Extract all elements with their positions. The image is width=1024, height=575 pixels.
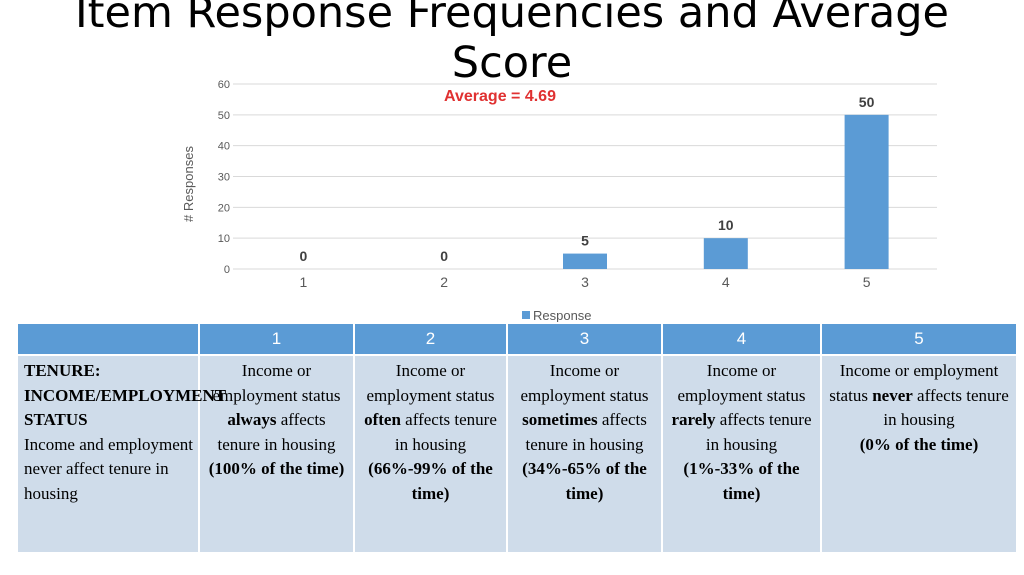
data-label: 50 xyxy=(859,94,875,110)
legend-swatch xyxy=(522,311,530,319)
y-tick-label: 30 xyxy=(218,172,230,184)
x-tick-labels: 1 2 3 4 5 xyxy=(300,274,871,290)
cell-text: Income or employment status xyxy=(520,361,649,405)
y-tick-label: 50 xyxy=(218,110,230,122)
cell-text-end: affects tenure in housing xyxy=(217,410,336,454)
cell-text-end: affects tenure in housing xyxy=(883,385,1009,430)
data-label: 0 xyxy=(440,248,448,264)
cell-percentage: (100% of the time) xyxy=(208,459,345,478)
y-tick-label: 40 xyxy=(218,141,230,153)
y-tick-label: 60 xyxy=(218,79,230,91)
table-header-3: 3 xyxy=(506,322,663,356)
cell-text-end: affects tenure in housing xyxy=(525,410,647,454)
table-header-5: 5 xyxy=(820,322,1018,356)
x-tick-label: 2 xyxy=(440,274,448,290)
average-annotation: Average = 4.69 xyxy=(444,88,556,105)
x-tick-label: 3 xyxy=(581,274,589,290)
y-tick-label: 10 xyxy=(218,233,230,245)
table-header-1: 1 xyxy=(198,322,355,356)
cell-keyword: often xyxy=(364,410,401,429)
x-tick-label: 1 xyxy=(300,274,308,290)
bars xyxy=(563,114,889,269)
cell-keyword: always xyxy=(227,410,277,429)
scale-cell-4: Income or employment status rarely affec… xyxy=(661,354,822,554)
table-header-row: 1 2 3 4 5 xyxy=(16,322,1018,356)
cell-keyword: sometimes xyxy=(522,410,598,429)
table-header-4: 4 xyxy=(661,322,822,356)
cell-text: Income or employment status xyxy=(212,361,341,405)
data-labels: 0 0 5 10 50 xyxy=(300,94,875,264)
scale-cell-2: Income or employment status often affect… xyxy=(353,354,508,554)
legend-label: Response xyxy=(533,308,592,323)
cell-percentage: (1%-33% of the time) xyxy=(683,459,800,503)
cell-text: Income or employment status xyxy=(677,361,806,405)
x-tick-label: 4 xyxy=(722,274,730,290)
y-axis-label: # Responses xyxy=(181,146,196,222)
cell-keyword: rarely xyxy=(671,410,716,429)
scale-cell-3: Income or employment status sometimes af… xyxy=(506,354,663,554)
data-label: 10 xyxy=(718,217,734,233)
y-tick-labels: 0 10 20 30 40 50 60 xyxy=(218,79,230,276)
x-tick-label: 5 xyxy=(863,274,871,290)
cell-text: Income or employment status xyxy=(366,361,495,405)
cell-percentage: (0% of the time) xyxy=(859,434,979,454)
bar xyxy=(703,238,748,269)
scale-cell-5: Income or employment status never affect… xyxy=(820,354,1018,554)
y-tick-label: 0 xyxy=(224,264,230,276)
response-scale-table: 1 2 3 4 5 TENURE: INCOME/EMPLOYMENT STAT… xyxy=(16,322,1018,554)
row-label-cell: TENURE: INCOME/EMPLOYMENT STATUS Income … xyxy=(16,354,226,554)
scale-cell-1: Income or employment status always affec… xyxy=(198,354,355,554)
data-label: 5 xyxy=(581,233,589,249)
cell-keyword: never xyxy=(872,385,913,405)
data-label: 0 xyxy=(300,248,308,264)
slide-title: Item Response Frequencies and Average Sc… xyxy=(74,0,950,88)
table-header-blank xyxy=(16,322,200,356)
table-header-2: 2 xyxy=(353,322,508,356)
row-label-text: Income and employment never affect tenur… xyxy=(24,434,194,503)
cell-percentage: (34%-65% of the time) xyxy=(522,459,647,503)
y-tick-label: 20 xyxy=(218,202,230,214)
cell-text-end: affects tenure in housing xyxy=(394,410,497,454)
cell-text: Income or employment status xyxy=(829,361,999,405)
bar xyxy=(844,114,889,269)
row-label-title: TENURE: INCOME/EMPLOYMENT STATUS xyxy=(24,361,226,429)
cell-text-end: affects tenure in housing xyxy=(705,410,812,454)
gridlines xyxy=(233,83,937,270)
bar xyxy=(563,253,607,269)
table-row: TENURE: INCOME/EMPLOYMENT STATUS Income … xyxy=(16,354,1018,554)
cell-percentage: (66%-99% of the time) xyxy=(368,459,493,503)
